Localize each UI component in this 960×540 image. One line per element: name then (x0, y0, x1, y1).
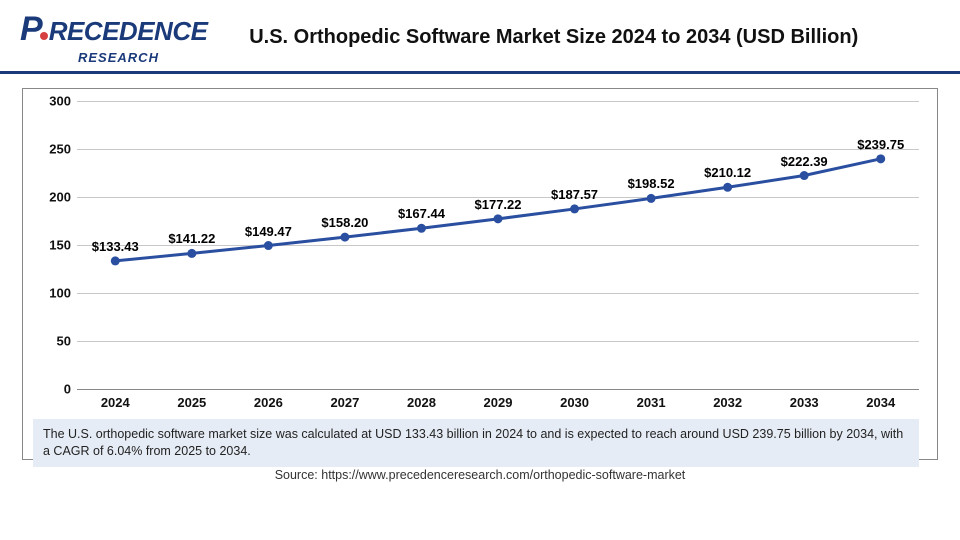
logo: P RECEDENCE RESEARCH (20, 10, 207, 65)
data-label: $149.47 (245, 224, 292, 239)
x-tick-label: 2032 (689, 395, 766, 410)
logo-text: RECEDENCE (49, 16, 208, 47)
data-label: $167.44 (398, 206, 445, 221)
y-tick-label: 300 (33, 94, 71, 109)
y-tick-label: 100 (33, 286, 71, 301)
y-tick-label: 250 (33, 142, 71, 157)
x-tick-label: 2026 (230, 395, 307, 410)
x-tick-label: 2033 (766, 395, 843, 410)
x-tick-label: 2031 (613, 395, 690, 410)
x-axis-line (77, 389, 919, 390)
data-label: $158.20 (321, 215, 368, 230)
data-label: $187.57 (551, 187, 598, 202)
header: P RECEDENCE RESEARCH U.S. Orthopedic Sof… (0, 0, 960, 74)
data-label: $177.22 (475, 197, 522, 212)
x-tick-label: 2029 (460, 395, 537, 410)
x-tick-label: 2030 (536, 395, 613, 410)
logo-letter: P (20, 10, 42, 49)
logo-dot-icon (40, 32, 48, 40)
data-label: $141.22 (168, 231, 215, 246)
data-label: $198.52 (628, 176, 675, 191)
y-tick-label: 50 (33, 334, 71, 349)
x-tick-label: 2028 (383, 395, 460, 410)
x-tick-label: 2034 (842, 395, 919, 410)
y-tick-label: 150 (33, 238, 71, 253)
x-axis-labels: 2024202520262027202820292030203120322033… (77, 395, 919, 410)
data-label: $210.12 (704, 165, 751, 180)
data-label: $222.39 (781, 154, 828, 169)
logo-subtext: RESEARCH (78, 50, 207, 65)
x-tick-label: 2027 (307, 395, 384, 410)
x-tick-label: 2025 (154, 395, 231, 410)
source-text: Source: https://www.precedenceresearch.c… (0, 468, 960, 482)
data-label: $133.43 (92, 239, 139, 254)
chart-title: U.S. Orthopedic Software Market Size 202… (207, 26, 940, 49)
data-label: $239.75 (857, 137, 904, 152)
x-tick-label: 2024 (77, 395, 154, 410)
chart-plot: 050100150200250300$133.43$141.22$149.47$… (33, 101, 919, 411)
y-tick-label: 0 (33, 382, 71, 397)
y-tick-label: 200 (33, 190, 71, 205)
chart-frame: 0 50 100 150 200 250 300 $133.43 $141.22 $149.47 $… (22, 88, 938, 460)
caption-box: The U.S. orthopedic software market size… (33, 419, 919, 467)
